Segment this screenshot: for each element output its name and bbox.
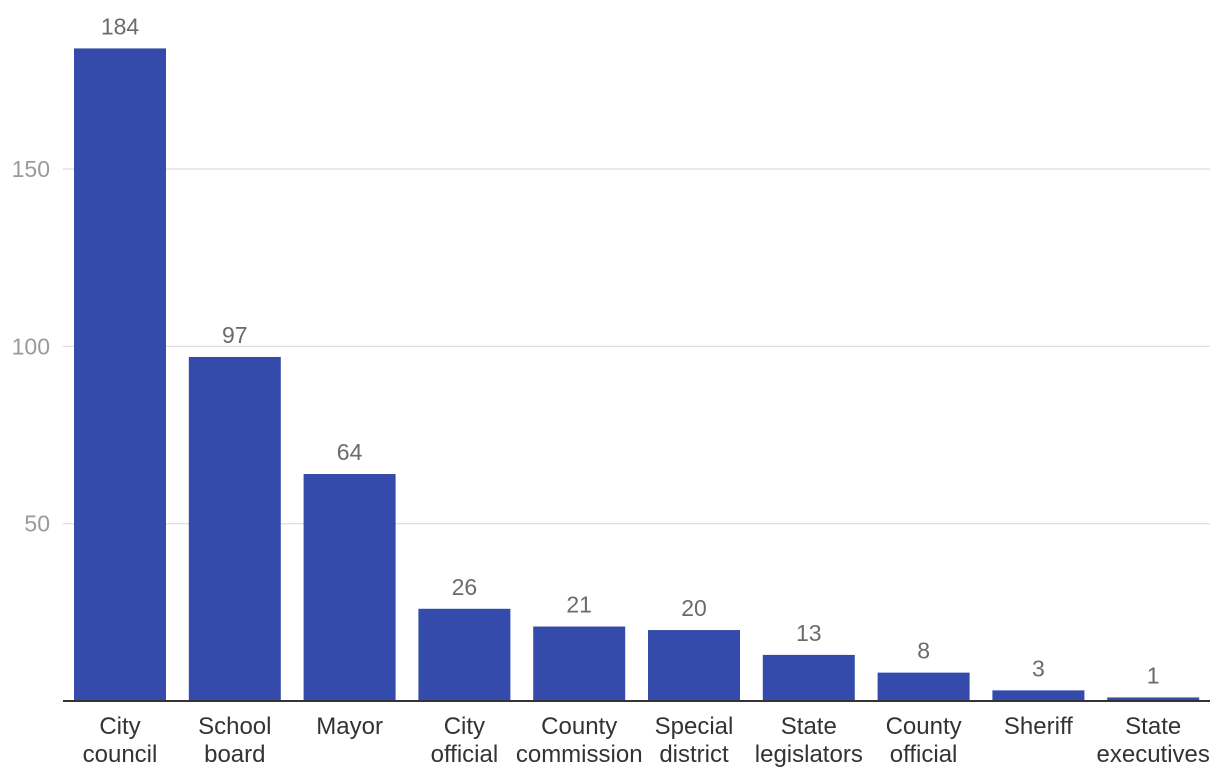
y-tick-label-50: 50	[24, 511, 50, 537]
x-tick-label-9: State executives	[1097, 713, 1210, 768]
data-label-8: 3	[1032, 655, 1045, 681]
y-tick-label-100: 100	[12, 333, 50, 359]
x-tick-label-line: official	[890, 741, 958, 768]
x-tick-label-4: County commission	[516, 713, 643, 768]
x-tick-label-line: County	[541, 713, 617, 740]
data-labels: 184 97 64 26 21 20 13 8 3 1	[101, 13, 1160, 688]
data-label-4: 21	[566, 592, 592, 618]
bars	[74, 48, 1200, 702]
bar-2	[303, 474, 396, 701]
x-tick-label-line: County	[886, 713, 962, 740]
bar-9	[1107, 697, 1200, 701]
x-tick-label-0: City council	[83, 713, 158, 768]
bar-4	[533, 626, 626, 701]
data-label-9: 1	[1147, 662, 1160, 688]
bar-8	[992, 690, 1085, 701]
data-label-0: 184	[101, 13, 140, 39]
x-tick-label-line: Mayor	[316, 713, 383, 740]
y-tick-label-150: 150	[12, 156, 50, 182]
x-tick-label-5: Special district	[655, 713, 734, 768]
x-tick-label-6: State legislators	[755, 713, 863, 768]
x-tick-label-7: County official	[886, 713, 962, 768]
x-tick-label-line: board	[204, 741, 265, 768]
x-tick-label-8: Sheriff	[1004, 713, 1073, 740]
bar-5	[648, 630, 740, 701]
x-tick-label-line: City	[99, 713, 140, 740]
data-label-5: 20	[681, 595, 707, 621]
data-label-2: 64	[337, 439, 363, 465]
x-tick-label-line: official	[431, 741, 499, 768]
data-label-3: 26	[452, 574, 478, 600]
x-tick-label-line: commission	[516, 741, 643, 768]
bar-3	[418, 608, 511, 701]
x-tick-label-line: School	[198, 713, 271, 740]
bar-7	[877, 672, 970, 701]
bar-6	[762, 654, 855, 701]
x-tick-label-line: Special	[655, 713, 734, 740]
x-tick-label-line: City	[444, 713, 485, 740]
x-tick-label-line: Sheriff	[1004, 713, 1073, 740]
x-tick-label-line: State	[1125, 713, 1181, 740]
bar-0	[74, 48, 166, 702]
x-tick-label-line: legislators	[755, 741, 863, 768]
data-label-1: 97	[222, 322, 248, 348]
x-tick-label-2: Mayor	[316, 713, 383, 740]
x-tick-label-line: State	[781, 713, 837, 740]
x-tick-label-line: council	[83, 741, 158, 768]
x-tick-label-line: district	[659, 741, 729, 768]
x-tick-label-1: School board	[198, 713, 271, 768]
data-label-6: 13	[796, 620, 822, 646]
x-tick-label-line: executives	[1097, 741, 1210, 768]
bar-1	[188, 356, 281, 701]
x-tick-label-3: City official	[431, 713, 499, 768]
data-label-7: 8	[917, 638, 930, 664]
y-axis-tick-labels: 50 100 150	[12, 156, 50, 537]
